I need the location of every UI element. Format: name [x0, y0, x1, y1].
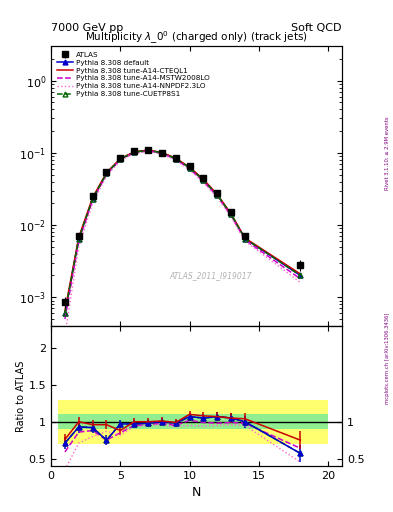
Pythia 8.308 tune-A14-NNPDF2.3LO — [160, 151, 164, 157]
Pythia 8.308 tune-A14-NNPDF2.3LO — [90, 200, 95, 206]
Pythia 8.308 tune-A14-MSTW2008LO — [201, 179, 206, 185]
Pythia 8.308 tune-A14-CTEQL1 — [62, 308, 67, 314]
Pythia 8.308 tune-A14-CTEQL1 — [76, 234, 81, 240]
Pythia 8.308 default — [187, 165, 192, 171]
Pythia 8.308 tune-A14-NNPDF2.3LO — [104, 173, 109, 179]
Pythia 8.308 tune-A14-MSTW2008LO — [132, 150, 136, 156]
Pythia 8.308 tune-CUETP8S1 — [187, 165, 192, 171]
Pythia 8.308 default — [201, 177, 206, 183]
Pythia 8.308 tune-A14-NNPDF2.3LO — [298, 280, 303, 286]
Pythia 8.308 tune-A14-NNPDF2.3LO — [118, 158, 123, 164]
Title: Multiplicity $\lambda\_0^0$ (charged only) (track jets): Multiplicity $\lambda\_0^0$ (charged onl… — [85, 30, 308, 46]
Pythia 8.308 tune-CUETP8S1 — [229, 211, 233, 218]
Pythia 8.308 tune-A14-MSTW2008LO — [173, 156, 178, 162]
Pythia 8.308 default — [229, 211, 233, 218]
Pythia 8.308 tune-CUETP8S1 — [118, 156, 123, 162]
Line: Pythia 8.308 default: Pythia 8.308 default — [62, 148, 303, 316]
Pythia 8.308 tune-A14-MSTW2008LO — [187, 166, 192, 172]
Pythia 8.308 tune-A14-MSTW2008LO — [62, 316, 67, 322]
Pythia 8.308 tune-A14-NNPDF2.3LO — [201, 179, 206, 185]
Pythia 8.308 tune-A14-CTEQL1 — [118, 156, 123, 162]
Pythia 8.308 tune-A14-CTEQL1 — [229, 211, 233, 217]
Pythia 8.308 default — [242, 236, 247, 242]
Pythia 8.308 tune-CUETP8S1 — [298, 272, 303, 279]
Text: ATLAS_2011_I919017: ATLAS_2011_I919017 — [170, 271, 252, 280]
Pythia 8.308 tune-A14-CTEQL1 — [132, 149, 136, 155]
Pythia 8.308 tune-A14-NNPDF2.3LO — [187, 167, 192, 173]
Pythia 8.308 tune-A14-CTEQL1 — [173, 155, 178, 161]
Text: 7000 GeV pp: 7000 GeV pp — [51, 23, 123, 33]
Pythia 8.308 tune-CUETP8S1 — [90, 196, 95, 202]
Text: mcplots.cern.ch [arXiv:1306.3436]: mcplots.cern.ch [arXiv:1306.3436] — [385, 313, 389, 404]
Pythia 8.308 tune-A14-MSTW2008LO — [242, 237, 247, 243]
Pythia 8.308 default — [76, 236, 81, 242]
Pythia 8.308 tune-CUETP8S1 — [76, 236, 81, 242]
Pythia 8.308 tune-A14-NNPDF2.3LO — [229, 214, 233, 220]
Text: Soft QCD: Soft QCD — [292, 23, 342, 33]
Y-axis label: Ratio to ATLAS: Ratio to ATLAS — [16, 360, 26, 432]
Pythia 8.308 tune-CUETP8S1 — [215, 192, 220, 198]
Pythia 8.308 tune-A14-MSTW2008LO — [160, 151, 164, 157]
Pythia 8.308 tune-A14-CTEQL1 — [201, 176, 206, 182]
Line: Pythia 8.308 tune-CUETP8S1: Pythia 8.308 tune-CUETP8S1 — [62, 148, 303, 316]
Pythia 8.308 tune-A14-MSTW2008LO — [90, 197, 95, 203]
Pythia 8.308 tune-A14-MSTW2008LO — [76, 238, 81, 244]
Pythia 8.308 tune-A14-MSTW2008LO — [229, 212, 233, 219]
Pythia 8.308 tune-A14-NNPDF2.3LO — [76, 244, 81, 250]
Pythia 8.308 default — [160, 150, 164, 156]
Pythia 8.308 tune-CUETP8S1 — [201, 177, 206, 183]
Legend: ATLAS, Pythia 8.308 default, Pythia 8.308 tune-A14-CTEQL1, Pythia 8.308 tune-A14: ATLAS, Pythia 8.308 default, Pythia 8.30… — [55, 50, 211, 99]
Pythia 8.308 tune-A14-NNPDF2.3LO — [173, 157, 178, 163]
Pythia 8.308 tune-CUETP8S1 — [242, 236, 247, 242]
Pythia 8.308 tune-A14-CTEQL1 — [215, 191, 220, 198]
Text: Rivet 3.1.10; ≥ 2.9M events: Rivet 3.1.10; ≥ 2.9M events — [385, 117, 389, 190]
Pythia 8.308 tune-A14-NNPDF2.3LO — [132, 151, 136, 157]
Pythia 8.308 default — [215, 192, 220, 198]
Line: Pythia 8.308 tune-A14-MSTW2008LO: Pythia 8.308 tune-A14-MSTW2008LO — [65, 151, 300, 319]
Pythia 8.308 tune-A14-NNPDF2.3LO — [242, 238, 247, 244]
Line: Pythia 8.308 tune-A14-NNPDF2.3LO: Pythia 8.308 tune-A14-NNPDF2.3LO — [65, 152, 300, 335]
Pythia 8.308 tune-CUETP8S1 — [173, 156, 178, 162]
Pythia 8.308 default — [146, 147, 151, 154]
Pythia 8.308 tune-CUETP8S1 — [160, 150, 164, 156]
X-axis label: N: N — [192, 486, 201, 499]
Pythia 8.308 tune-A14-CTEQL1 — [90, 195, 95, 201]
Pythia 8.308 tune-CUETP8S1 — [146, 147, 151, 154]
Pythia 8.308 default — [62, 310, 67, 316]
Pythia 8.308 tune-A14-MSTW2008LO — [118, 157, 123, 163]
Pythia 8.308 default — [104, 170, 109, 176]
Pythia 8.308 tune-A14-CTEQL1 — [242, 235, 247, 241]
Pythia 8.308 default — [132, 149, 136, 155]
Pythia 8.308 tune-A14-CTEQL1 — [160, 150, 164, 156]
Pythia 8.308 tune-A14-CTEQL1 — [104, 169, 109, 176]
Pythia 8.308 tune-A14-NNPDF2.3LO — [146, 148, 151, 155]
Pythia 8.308 tune-A14-CTEQL1 — [187, 164, 192, 170]
Pythia 8.308 default — [90, 196, 95, 202]
Pythia 8.308 tune-A14-MSTW2008LO — [298, 276, 303, 282]
Pythia 8.308 tune-A14-NNPDF2.3LO — [215, 195, 220, 201]
Line: Pythia 8.308 tune-A14-CTEQL1: Pythia 8.308 tune-A14-CTEQL1 — [65, 150, 300, 311]
Pythia 8.308 tune-A14-MSTW2008LO — [146, 148, 151, 154]
Pythia 8.308 default — [173, 156, 178, 162]
Pythia 8.308 default — [298, 272, 303, 279]
Pythia 8.308 tune-CUETP8S1 — [132, 149, 136, 155]
Pythia 8.308 tune-A14-NNPDF2.3LO — [62, 332, 67, 338]
Pythia 8.308 tune-A14-CTEQL1 — [298, 271, 303, 277]
Pythia 8.308 tune-CUETP8S1 — [104, 170, 109, 176]
Pythia 8.308 tune-A14-CTEQL1 — [146, 147, 151, 153]
Pythia 8.308 tune-CUETP8S1 — [62, 310, 67, 316]
Pythia 8.308 default — [118, 156, 123, 162]
Pythia 8.308 tune-A14-MSTW2008LO — [104, 172, 109, 178]
Pythia 8.308 tune-A14-MSTW2008LO — [215, 193, 220, 199]
